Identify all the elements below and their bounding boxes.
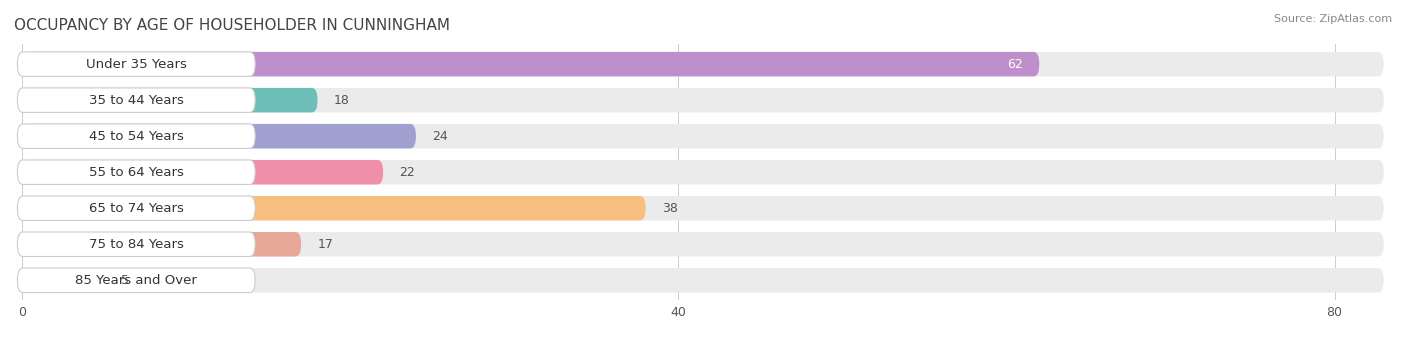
FancyBboxPatch shape [22, 124, 1384, 148]
Text: 65 to 74 Years: 65 to 74 Years [89, 202, 184, 215]
Text: 18: 18 [335, 94, 350, 107]
FancyBboxPatch shape [22, 160, 1384, 184]
FancyBboxPatch shape [22, 232, 301, 256]
Text: 5: 5 [121, 274, 129, 287]
Text: 75 to 84 Years: 75 to 84 Years [89, 238, 184, 251]
FancyBboxPatch shape [17, 52, 256, 76]
Text: 45 to 54 Years: 45 to 54 Years [89, 130, 184, 143]
FancyBboxPatch shape [22, 124, 416, 148]
FancyBboxPatch shape [22, 196, 645, 221]
FancyBboxPatch shape [22, 196, 1384, 221]
FancyBboxPatch shape [22, 88, 318, 113]
FancyBboxPatch shape [22, 268, 104, 293]
FancyBboxPatch shape [17, 268, 256, 293]
FancyBboxPatch shape [17, 88, 256, 113]
FancyBboxPatch shape [22, 52, 1039, 76]
Text: 55 to 64 Years: 55 to 64 Years [89, 166, 184, 179]
FancyBboxPatch shape [17, 124, 256, 148]
FancyBboxPatch shape [22, 88, 1384, 113]
Text: 38: 38 [662, 202, 678, 215]
FancyBboxPatch shape [17, 196, 256, 221]
Text: OCCUPANCY BY AGE OF HOUSEHOLDER IN CUNNINGHAM: OCCUPANCY BY AGE OF HOUSEHOLDER IN CUNNI… [14, 18, 450, 33]
Text: 62: 62 [1007, 58, 1022, 71]
Text: 17: 17 [318, 238, 333, 251]
Text: 24: 24 [433, 130, 449, 143]
Text: 22: 22 [399, 166, 415, 179]
Text: Source: ZipAtlas.com: Source: ZipAtlas.com [1274, 14, 1392, 24]
FancyBboxPatch shape [17, 160, 256, 184]
Text: Under 35 Years: Under 35 Years [86, 58, 187, 71]
Text: 85 Years and Over: 85 Years and Over [76, 274, 197, 287]
FancyBboxPatch shape [22, 268, 1384, 293]
FancyBboxPatch shape [22, 52, 1384, 76]
FancyBboxPatch shape [22, 232, 1384, 256]
Text: 35 to 44 Years: 35 to 44 Years [89, 94, 184, 107]
FancyBboxPatch shape [17, 232, 256, 256]
FancyBboxPatch shape [22, 160, 382, 184]
